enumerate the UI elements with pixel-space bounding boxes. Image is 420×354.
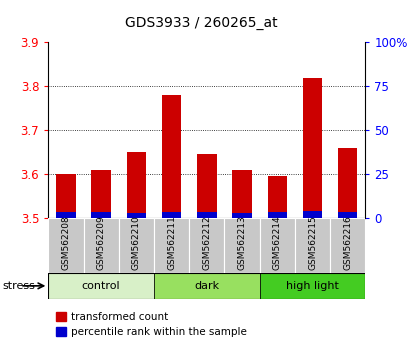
Bar — [119, 218, 154, 273]
Bar — [92, 212, 111, 218]
Text: GSM562216: GSM562216 — [343, 215, 352, 270]
Bar — [268, 176, 287, 218]
Bar — [127, 213, 146, 218]
Bar — [56, 174, 76, 218]
Bar — [92, 170, 111, 218]
Bar — [303, 211, 322, 218]
Bar — [197, 154, 217, 218]
Text: GDS3933 / 260265_at: GDS3933 / 260265_at — [125, 16, 278, 30]
Bar — [154, 273, 260, 299]
Bar — [303, 78, 322, 218]
Bar — [197, 212, 217, 218]
Bar — [48, 218, 84, 273]
Text: dark: dark — [194, 281, 219, 291]
Text: GSM562210: GSM562210 — [132, 215, 141, 270]
Bar — [260, 218, 295, 273]
Text: GSM562213: GSM562213 — [238, 215, 247, 270]
Bar — [295, 218, 330, 273]
Bar — [162, 95, 181, 218]
Text: GSM562208: GSM562208 — [61, 215, 71, 270]
Bar — [232, 170, 252, 218]
Text: GSM562212: GSM562212 — [202, 215, 211, 270]
Bar — [338, 212, 357, 218]
Bar — [330, 218, 365, 273]
Text: GSM562214: GSM562214 — [273, 215, 282, 270]
Text: GSM562211: GSM562211 — [167, 215, 176, 270]
Text: high light: high light — [286, 281, 339, 291]
Text: control: control — [82, 281, 121, 291]
Bar — [48, 273, 154, 299]
Legend: transformed count, percentile rank within the sample: transformed count, percentile rank withi… — [52, 308, 252, 341]
Text: stress: stress — [2, 281, 35, 291]
Text: GSM562215: GSM562215 — [308, 215, 317, 270]
Bar — [260, 273, 365, 299]
Bar — [338, 148, 357, 218]
Bar — [154, 218, 189, 273]
Bar — [162, 212, 181, 218]
Bar — [56, 212, 76, 218]
Text: GSM562209: GSM562209 — [97, 215, 106, 270]
Bar — [84, 218, 119, 273]
Bar — [268, 212, 287, 218]
Bar — [127, 152, 146, 218]
Bar — [189, 218, 224, 273]
Bar — [224, 218, 260, 273]
Bar — [232, 213, 252, 218]
